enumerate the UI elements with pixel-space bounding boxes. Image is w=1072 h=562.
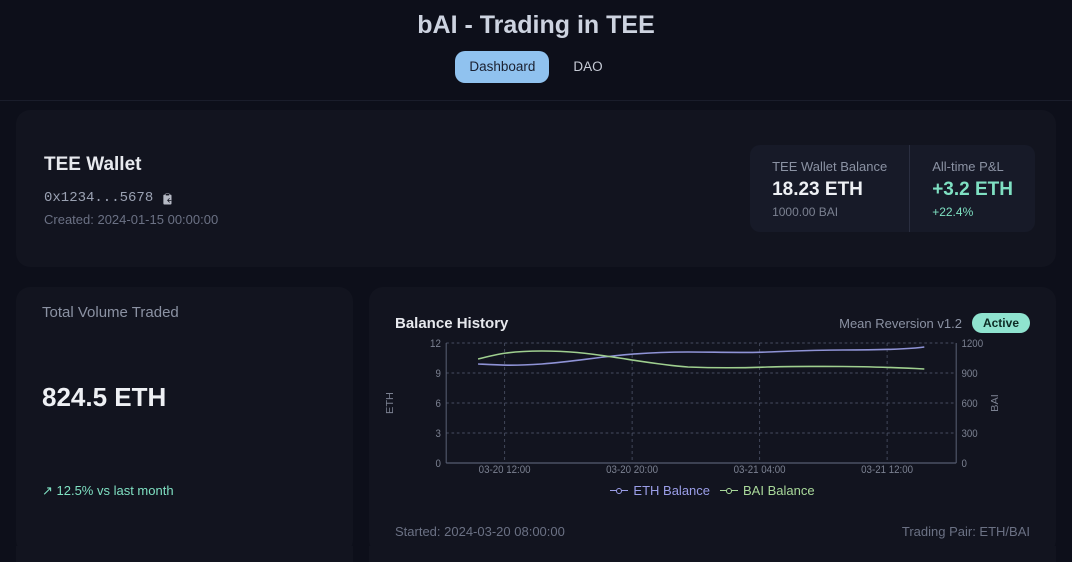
svg-text:9: 9 bbox=[435, 369, 441, 381]
svg-text:1200: 1200 bbox=[962, 339, 984, 351]
svg-text:3: 3 bbox=[435, 429, 441, 441]
svg-text:900: 900 bbox=[962, 369, 978, 381]
svg-text:03-20 20:00: 03-20 20:00 bbox=[606, 465, 658, 477]
svg-text:ETH: ETH bbox=[386, 392, 396, 414]
svg-text:0: 0 bbox=[962, 459, 968, 471]
svg-text:300: 300 bbox=[962, 429, 978, 441]
svg-text:600: 600 bbox=[962, 399, 978, 411]
svg-text:03-21 04:00: 03-21 04:00 bbox=[734, 465, 786, 477]
svg-text:6: 6 bbox=[435, 399, 441, 411]
svg-text:12: 12 bbox=[430, 339, 441, 351]
svg-text:03-21 12:00: 03-21 12:00 bbox=[861, 465, 913, 477]
svg-text:0: 0 bbox=[435, 459, 441, 471]
svg-text:03-20 12:00: 03-20 12:00 bbox=[479, 465, 531, 477]
svg-text:BAI: BAI bbox=[990, 394, 1000, 412]
